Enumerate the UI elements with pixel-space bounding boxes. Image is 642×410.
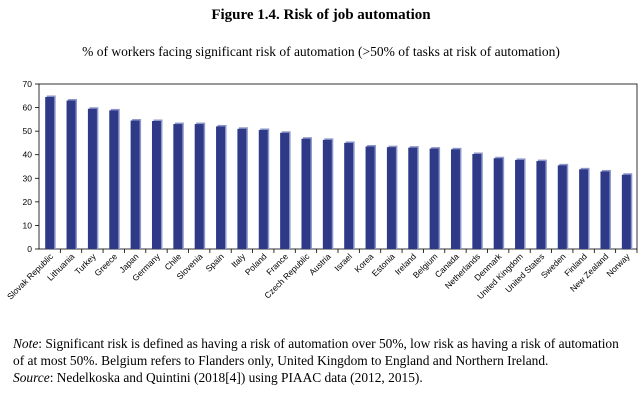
bar [130,120,140,250]
bar-group [301,137,312,249]
bar [600,171,610,249]
y-tick-label: 40 [23,150,33,160]
x-tick-label: Greece [92,251,119,278]
bar [429,148,439,249]
source-text: : Nedelkoska and Quintini (2018[4]) usin… [49,370,423,385]
figure-subtitle: % of workers facing significant risk of … [82,44,560,59]
bar [87,108,97,249]
bar [472,154,482,249]
bar [322,139,332,249]
y-tick-label: 0 [27,244,32,254]
bar [301,138,311,249]
source-paragraph: Source: Nedelkoska and Quintini (2018[4]… [13,369,633,386]
x-tick-label: Poland [243,251,269,277]
bar [386,147,396,249]
bar-group [386,145,398,249]
y-tick-label: 30 [23,173,33,183]
y-tick-label: 50 [23,126,33,136]
bar-group [237,127,248,249]
bar [66,100,76,249]
bar-group [536,159,547,249]
x-tick-label: Estonia [370,251,397,278]
bars-group [45,95,633,250]
note-paragraph: Note: Significant risk is defined as hav… [13,335,633,369]
x-tick-label: Israel [332,251,354,273]
y-tick-label: 10 [23,220,33,230]
bar-group [621,173,633,249]
bar-group [493,156,505,249]
bar [45,96,55,249]
bar-group [173,122,184,249]
bar [344,142,354,249]
x-axis: Slovak RepublicLithuaniaTurkeyGreeceJapa… [5,249,638,302]
bar-group [515,158,526,249]
y-tick-label: 20 [23,197,33,207]
bar [408,147,418,249]
bar-group [579,167,590,249]
bar-group [151,119,163,249]
bar-group [130,119,142,250]
bar [515,159,525,249]
bar-group [450,147,462,249]
bar [237,128,247,249]
plot-area-frame [38,83,638,250]
bar [173,124,183,249]
y-axis: 0 10 20 30 40 50 60 70 [23,79,39,254]
bar-group [408,146,419,249]
bar [151,121,161,249]
bar-group [557,163,569,249]
bar [579,169,589,249]
bar-group [87,107,99,249]
bar [194,124,204,249]
bar-group [600,169,611,249]
x-tick-label: Spain [203,251,226,274]
bar-group [280,131,291,249]
figure-notes: Note: Significant risk is defined as hav… [13,335,633,386]
bar [258,129,268,249]
bar-chart: 0 10 20 30 40 50 60 70 Slovak RepublicLithuania… [5,79,638,302]
bar-group [258,128,270,249]
bar [450,149,460,249]
figure-title: Figure 1.4. Risk of job automation [211,7,431,23]
bar [280,132,290,249]
y-tick-label: 70 [23,79,33,89]
bar-group [322,138,334,249]
note-label: Note [13,336,39,351]
bar-group [365,144,377,249]
bar-group [45,95,56,249]
bar [536,161,546,249]
bar-group [66,99,78,249]
bar [493,158,503,249]
bar-group [429,147,441,249]
bar-group [109,108,120,250]
bar-group [344,141,355,249]
bar [109,110,119,250]
bar [621,174,631,249]
bar [365,146,375,249]
x-tick-label: Norway [604,251,632,279]
bar-group [472,152,483,249]
note-text: : Significant risk is defined as having … [13,336,619,368]
bar-group [194,122,206,249]
bar [216,126,226,249]
y-tick-label: 60 [23,103,33,113]
bar-group [216,124,227,249]
bar [557,165,567,249]
source-label: Source [13,370,50,385]
x-tick-label: Austria [307,251,333,277]
